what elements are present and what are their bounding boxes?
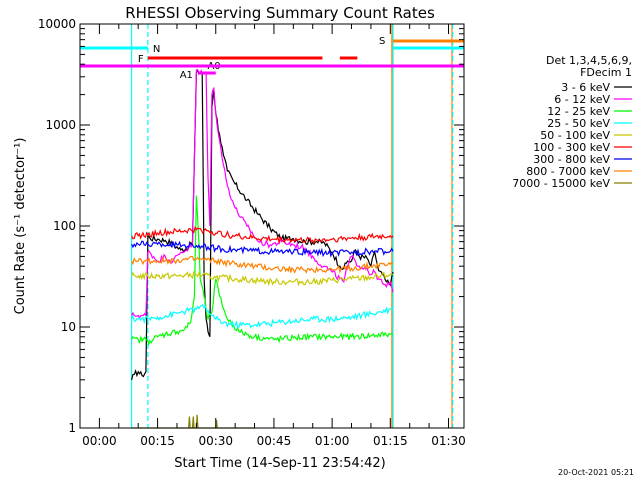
y-tick-label: 1000 <box>45 118 76 132</box>
legend-entry-label: 7000 - 15000 keV <box>512 177 610 190</box>
legend-entry-label: 12 - 25 keV <box>547 105 610 118</box>
series-line <box>131 69 394 319</box>
legend-entry-label: 3 - 6 keV <box>561 81 610 94</box>
legend-entry-label: 800 - 7000 keV <box>526 165 610 178</box>
legend-entry-label: 50 - 100 keV <box>540 129 610 142</box>
series-lines <box>131 68 394 429</box>
vertical-markers <box>130 24 454 428</box>
x-tick-label: 00:45 <box>257 434 292 448</box>
series-line <box>131 270 394 287</box>
series-line <box>131 240 394 258</box>
series-line <box>131 195 394 347</box>
flag-bar-label: S <box>379 36 385 47</box>
x-tick-label: 01:15 <box>373 434 408 448</box>
series-line <box>131 255 394 274</box>
chart-title: RHESSI Observing Summary Count Rates <box>125 4 435 22</box>
legend-entry-label: 300 - 800 keV <box>533 153 610 166</box>
flag-bar-label: A1 <box>180 70 193 81</box>
y-tick-label: 100 <box>53 219 76 233</box>
x-tick-label: 00:30 <box>198 434 233 448</box>
x-tick-label: 00:15 <box>140 434 175 448</box>
y-axis-label: Count Rate (s⁻¹ detector⁻¹) <box>13 138 28 315</box>
legend-entry-label: 100 - 300 keV <box>533 141 610 154</box>
flag-bar-label: F <box>138 54 144 65</box>
legend-entry-label: 25 - 50 keV <box>547 117 610 130</box>
flag-bar-label: N <box>153 44 160 55</box>
flag-bars: NFSA0A1 <box>80 36 464 81</box>
legend-entry-label: 6 - 12 keV <box>554 93 610 106</box>
axes: 1 10 100 1000 10000 00:00 00:15 00:30 00:45 01:00… <box>38 17 466 448</box>
y-tick-label: 10000 <box>38 17 76 31</box>
series-line <box>131 225 394 245</box>
x-tick-label: 01:30 <box>431 434 466 448</box>
legend-title-line: Det 1,3,4,5,6,9, <box>546 54 632 67</box>
y-tick-label: 10 <box>61 320 76 334</box>
series-line <box>131 304 393 329</box>
x-tick-label: 01:00 <box>315 434 350 448</box>
x-axis-label: Start Time (14-Sep-11 23:54:42) <box>174 456 385 471</box>
legend-title-line: FDecim 1 <box>580 66 632 79</box>
x-tick-label: 00:00 <box>82 434 117 448</box>
y-tick-label: 1 <box>68 421 76 435</box>
footer-timestamp: 20-Oct-2021 05:21 <box>558 468 634 477</box>
series-line <box>131 68 394 380</box>
